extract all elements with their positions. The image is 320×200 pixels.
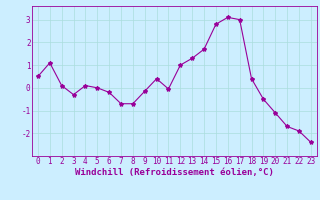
X-axis label: Windchill (Refroidissement éolien,°C): Windchill (Refroidissement éolien,°C) — [75, 168, 274, 177]
